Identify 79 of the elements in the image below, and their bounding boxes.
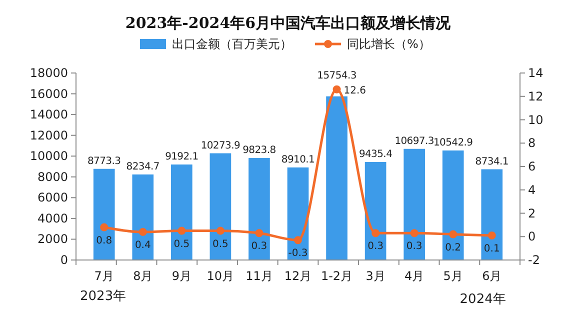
point [372,229,380,238]
y-tick-label: 12000 [30,128,68,142]
point [216,226,224,235]
bar [93,168,115,260]
x-tick-label: 12月 [284,269,312,283]
data-label: 0.1 [484,243,500,254]
point [449,230,458,238]
text: 2024年 [460,292,506,307]
point [100,223,108,232]
data-label: 12.6 [344,85,366,96]
y2-tick-label: 12 [528,89,544,104]
y2-tick-label: 8 [528,136,536,150]
y2-tick-label: 10 [528,112,544,127]
text: 2023年 [80,289,126,304]
y-tick-label: 0 [60,253,68,267]
point [294,236,302,244]
data-label: 9435.4 [358,148,392,160]
data-label: 0.5 [212,238,228,250]
data-label: 8773.3 [88,156,121,167]
data-label: 0.3 [368,241,384,252]
y-tick-label: 16000 [30,86,68,101]
legend-label: 出口金额（百万美元） [172,37,292,51]
data-label: 9192.1 [165,152,198,163]
x-tick-label: 9月 [172,269,192,283]
bar [171,164,192,260]
y-tick-label: 8000 [37,170,68,184]
point [332,85,341,94]
x-tick-label: 11月 [246,269,273,283]
y2-tick-label: 4 [528,182,536,197]
y2-tick-label: 2 [528,206,536,220]
y-tick-label: 4000 [37,211,68,226]
x-tick-label: 6月 [482,269,502,283]
x-tick-label: 5月 [443,269,463,283]
point [410,229,418,238]
y-tick-label: 18000 [30,66,68,80]
data-label: 0.5 [174,238,190,250]
data-label: -0.3 [288,248,308,260]
y-tick-label: 6000 [37,190,68,205]
y2-tick-label: 0 [528,230,536,244]
legend-label: 同比增长（%） [347,37,430,51]
y2-tick-label: 14 [528,66,544,80]
y-tick-label: 10000 [30,149,68,164]
data-label: 8234.7 [126,161,160,172]
point [488,231,496,240]
y2-tick-label: -2 [528,253,540,267]
chart-title: 2023年-2024年6月中国汽车出口额及增长情况 [125,14,452,32]
data-label: 10273.9 [200,140,240,152]
data-label: 15754.3 [317,70,356,82]
x-tick-label: 4月 [404,269,424,283]
y2-tick-label: 6 [528,160,536,174]
bar [481,169,503,260]
bar [248,158,270,260]
x-tick-label: 8月 [133,269,153,283]
x-tick-label: 7月 [94,269,114,283]
x-tick-label: 3月 [366,269,386,283]
point [178,226,186,235]
y-tick-label: 2000 [37,232,68,246]
bar [404,148,425,260]
data-label: 10697.3 [394,136,434,147]
bar [442,150,464,260]
data-label: 0.4 [134,240,151,251]
bar [364,162,386,260]
data-label: 0.8 [96,235,112,246]
data-label: 0.2 [445,242,462,254]
data-label: 9823.8 [242,144,276,156]
data-label: 0.3 [251,241,268,252]
bar [210,153,232,260]
y-tick-label: 14000 [30,108,68,122]
data-label: 10542.9 [433,137,473,148]
x-tick-label: 10月 [206,269,234,283]
bar [326,96,348,260]
point [138,228,147,236]
data-label: 8910.1 [281,154,315,166]
bar [132,174,154,260]
bar [287,167,309,260]
point [255,229,264,238]
x-tick-label: 1-2月 [320,269,353,283]
data-label: 0.3 [406,241,422,252]
data-label: 8734.1 [475,156,508,168]
